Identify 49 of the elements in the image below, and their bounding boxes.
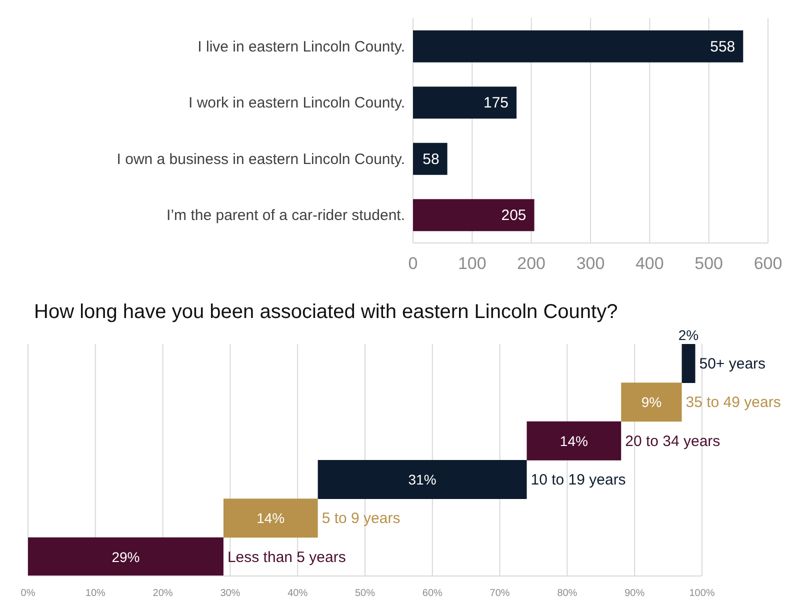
- y-tick-label: 50+ years: [699, 356, 766, 372]
- x-tick-label: 30%: [220, 588, 240, 599]
- bar: [223, 498, 318, 538]
- data-label: 14%: [560, 432, 588, 449]
- y-tick-label: 20 to 34 years: [625, 432, 720, 450]
- y-tick-label: Less than 5 years: [227, 548, 346, 566]
- data-label: 558: [710, 38, 736, 56]
- bar: [621, 382, 682, 422]
- data-label: 9%: [641, 394, 662, 410]
- x-tick-label: 300: [576, 254, 605, 273]
- x-tick-label: 600: [754, 254, 782, 273]
- x-tick-label: 80%: [557, 588, 578, 599]
- x-tick-label: 70%: [490, 588, 510, 599]
- x-tick-label: 50%: [354, 588, 376, 599]
- data-label: 2%: [678, 327, 699, 343]
- bar: [413, 86, 517, 119]
- y-tick-label: I own a business in eastern Lincoln County.: [116, 150, 405, 168]
- bar: [413, 142, 448, 175]
- y-tick-label: 5 to 9 years: [322, 510, 400, 528]
- x-tick-label: 10%: [85, 588, 106, 599]
- y-tick-label: I work in eastern Lincoln County.: [188, 94, 405, 112]
- x-tick-label: 20%: [152, 588, 173, 599]
- y-tick-label: 35 to 49 years: [686, 394, 781, 412]
- x-tick-label: 200: [517, 254, 546, 273]
- x-tick-label: 0: [408, 254, 418, 273]
- data-label: 175: [484, 94, 509, 112]
- bar: [318, 460, 527, 499]
- x-tick-label: 60%: [422, 588, 443, 599]
- x-tick-label: 100: [458, 254, 486, 273]
- data-label: 31%: [408, 472, 436, 488]
- x-tick-label: 40%: [288, 588, 308, 599]
- data-label: 29%: [112, 548, 140, 565]
- bar: [28, 537, 224, 576]
- data-label: 58: [422, 150, 440, 168]
- bar: [413, 199, 534, 232]
- y-tick-label: I live in eastern Lincoln County.: [198, 38, 405, 56]
- x-tick-label: 100%: [689, 588, 715, 599]
- x-tick-label: 400: [635, 254, 664, 273]
- bar: [682, 344, 696, 383]
- y-tick-label: 10 to 19 years: [530, 472, 626, 488]
- x-tick-label: 500: [694, 254, 724, 273]
- x-tick-label: 0%: [20, 588, 36, 599]
- x-tick-label: 90%: [624, 588, 645, 599]
- data-label: 14%: [256, 510, 285, 526]
- data-label: 205: [501, 207, 526, 224]
- bar: [526, 421, 622, 460]
- chart-title: How long have you been associated with eastern Lincoln County?: [34, 301, 619, 324]
- bar: [413, 30, 744, 62]
- y-tick-label: I’m the parent of a car-rider student.: [166, 207, 405, 224]
